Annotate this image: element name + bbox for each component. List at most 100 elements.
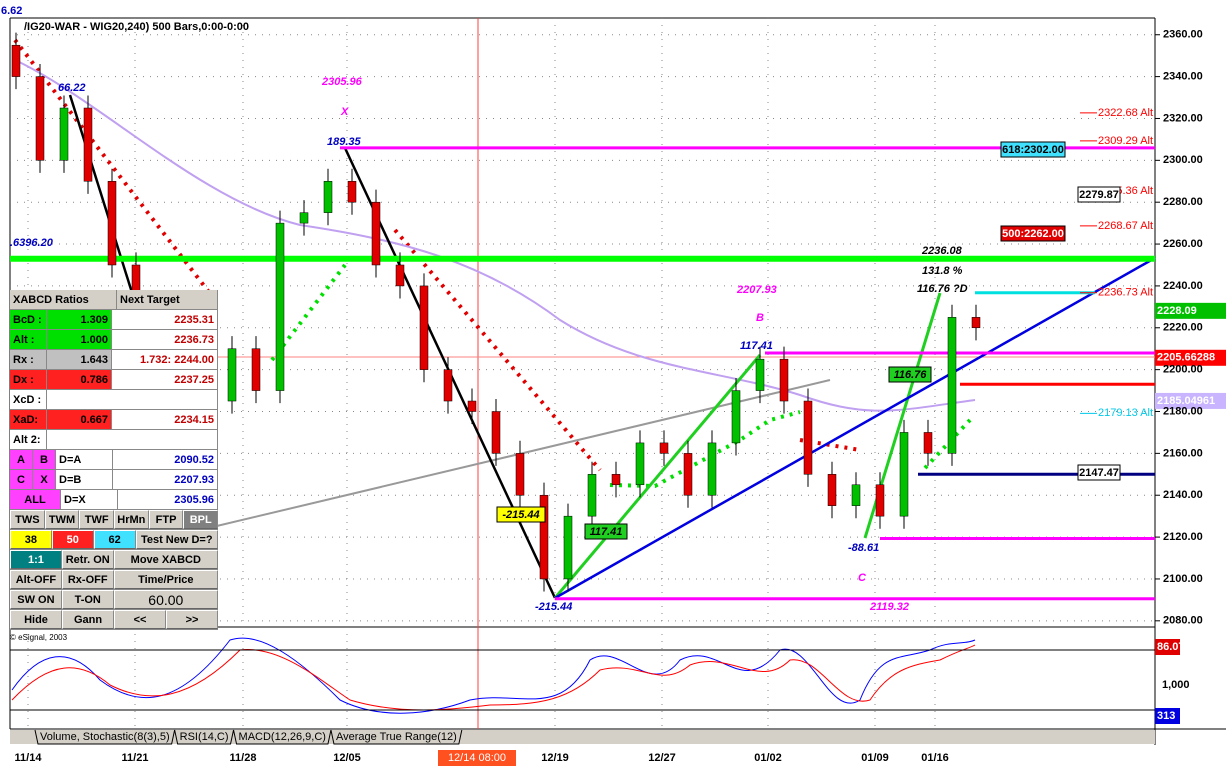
panel-button[interactable]: Gann [62,610,114,629]
annotation: 2305.96 [321,76,363,88]
candle-body [275,222,285,391]
y-tick-label: 2340.00 [1163,71,1203,83]
candle-body [659,442,669,454]
panel-button[interactable]: FTP [148,510,184,529]
label-box [496,506,546,523]
candle-body [395,264,405,287]
alt-cell: B [33,450,56,469]
panel-button[interactable]: TWF [79,510,115,529]
panel-button[interactable]: << [114,610,166,629]
panel-button[interactable]: T-ON [61,590,114,609]
candle-body [515,453,525,496]
last-value-box [1155,302,1226,319]
candle-body [851,484,861,506]
cursor-date-box [438,750,516,766]
candle-body [107,181,117,266]
cursor-date: 12/14 08:00 [448,752,506,764]
annotation: 66.22 [58,82,86,94]
panel-row: Alt-OFF Rx-OFF Time/Price [10,570,218,590]
panel-button[interactable]: BPL [183,510,219,529]
panel-button[interactable]: Hide [10,610,62,629]
y-tick-label: 2160.00 [1163,447,1203,459]
annotation: 189.35 [327,136,362,148]
panel-button[interactable]: Test New D=? [135,530,218,549]
panel-button[interactable]: 62 [93,530,136,549]
panel-button[interactable]: Alt-OFF [10,570,62,589]
x-tick-label: 12/05 [333,752,361,764]
x-tick-label: 01/09 [861,752,889,764]
y-tick-label: 2100.00 [1163,573,1203,585]
tab[interactable]: Average True Range(12) [336,731,457,743]
candle-body [923,432,933,454]
ratio-label: Alt : [10,330,47,349]
tab-edge [174,729,235,745]
ratio-value: 0.786 [47,370,112,389]
candle-body [563,515,573,580]
panel-button[interactable]: 60.00 [113,590,218,609]
chart-title: /IG20-WAR - WIG20,240) 500 Bars,0:00-0:0… [24,21,249,33]
panel-row: Rx :1.643 1.732: 2244.00 [10,350,218,370]
tab-edge [34,729,176,745]
annotation: 131.8 % [922,265,963,277]
panel-button[interactable]: >> [166,610,218,629]
panel-button[interactable]: Retr. ON [61,550,114,569]
panel-button[interactable]: SW ON [10,590,62,609]
candle-body [611,474,621,486]
box-label: 2147.47 [1079,467,1119,479]
annotation: 2207.93 [736,284,777,296]
candle-body [227,348,237,402]
panel-button[interactable]: TWS [10,510,45,529]
box-label: 618:2302.00 [1002,144,1064,156]
tab[interactable]: MACD(12,26,9,C) [239,731,326,743]
candle-body [371,201,381,266]
candle-body [539,494,549,580]
last-value: 2205.66288 [1157,352,1215,364]
candle-body [11,44,21,77]
panel-button[interactable]: TWM [44,510,80,529]
panel-row: 38 50 62 Test New D=? [10,530,218,550]
alt-level-label: 2236.73 Alt [1098,287,1153,299]
tab[interactable]: RSI(14,C) [180,731,229,743]
alt-cell: 2090.52 [113,450,218,469]
panel-button[interactable]: Time/Price [113,570,218,589]
candle-body [947,317,957,454]
y-tick-label: 2240.00 [1163,280,1203,292]
annotation: -88.61 [848,542,879,554]
panel-button[interactable]: 50 [51,530,94,549]
ratio-value: 0.667 [47,410,112,429]
panel-row: C X D=B 2207.93 [10,470,218,490]
tab[interactable]: Volume, Stochastic(8(3),5) [40,731,170,743]
annotation: 116.76 ?D [917,283,968,295]
y-tick-label: 2320.00 [1163,112,1203,124]
ratio-value: 1.000 [47,330,112,349]
alt-level-label: 2179.13 Alt [1098,407,1153,419]
annotation: -215.44 [535,601,572,613]
panel-button[interactable]: 1:1 [10,550,62,569]
label-box [1077,464,1121,481]
annotation: 117.41 [740,340,773,352]
target-value: 2237.25 [112,370,218,389]
candle-body [779,358,789,402]
alt-cell: D=B [56,470,113,489]
last-value-box [1155,349,1226,366]
indicator-label: 313 [1157,710,1175,722]
y-tick-label: 2200.00 [1163,364,1203,376]
ratio-label: Alt 2: [10,430,47,449]
panel-row: Alt 2: [10,430,218,450]
indicator-label: 86.07 [1157,641,1185,653]
panel-button[interactable]: 38 [10,530,52,549]
blank [47,430,218,449]
last-value: 2228.09 [1157,305,1197,317]
panel-button[interactable]: HrMn [114,510,149,529]
panel-row: ALL D=X 2305.96 [10,490,218,510]
label-box [1077,186,1121,203]
panel-button[interactable]: Move XABCD [113,550,218,569]
y-tick-label: 2120.00 [1163,531,1203,543]
panel-button[interactable]: Rx-OFF [61,570,114,589]
x-tick-label: 01/02 [754,752,782,764]
candle-body [35,76,45,161]
ratio-label: BcD : [10,310,47,329]
stochastic-k [11,637,976,714]
label-box [1000,225,1066,242]
